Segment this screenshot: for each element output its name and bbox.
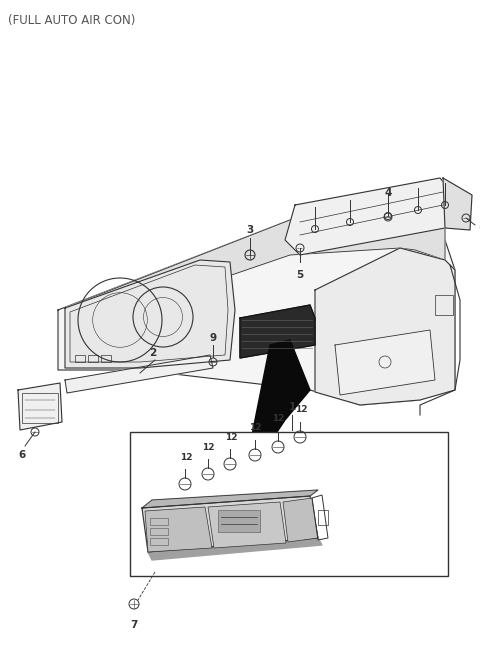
Text: 1: 1 xyxy=(288,402,296,412)
Polygon shape xyxy=(208,502,286,548)
Polygon shape xyxy=(335,330,435,395)
Polygon shape xyxy=(285,178,470,255)
Text: 9: 9 xyxy=(209,333,216,343)
Bar xyxy=(130,432,448,576)
Polygon shape xyxy=(65,355,213,393)
Polygon shape xyxy=(65,208,445,308)
Bar xyxy=(435,295,453,315)
Text: 12: 12 xyxy=(249,423,262,432)
Text: 12: 12 xyxy=(180,453,192,462)
Text: 12: 12 xyxy=(225,433,238,442)
Text: 7: 7 xyxy=(130,620,138,630)
Text: 12: 12 xyxy=(272,414,285,423)
Polygon shape xyxy=(148,538,322,560)
Bar xyxy=(150,538,168,545)
Polygon shape xyxy=(240,305,315,358)
Bar xyxy=(150,528,168,535)
Text: 12: 12 xyxy=(295,405,308,414)
Bar xyxy=(75,355,85,362)
Text: (FULL AUTO AIR CON): (FULL AUTO AIR CON) xyxy=(8,14,135,27)
Polygon shape xyxy=(142,490,318,508)
Bar xyxy=(150,518,168,525)
Text: 5: 5 xyxy=(478,221,480,231)
Text: 4: 4 xyxy=(384,188,392,198)
Polygon shape xyxy=(315,248,455,405)
Bar xyxy=(101,355,111,362)
Text: 3: 3 xyxy=(246,225,253,235)
Polygon shape xyxy=(65,260,235,368)
Bar xyxy=(218,510,260,532)
Bar xyxy=(88,355,98,362)
Polygon shape xyxy=(18,383,62,430)
Polygon shape xyxy=(145,507,212,552)
Bar xyxy=(22,393,58,423)
Text: 6: 6 xyxy=(18,450,25,460)
Text: 12: 12 xyxy=(202,443,215,452)
Polygon shape xyxy=(58,210,455,405)
Bar xyxy=(318,510,328,525)
Text: 5: 5 xyxy=(296,270,304,280)
Polygon shape xyxy=(142,496,318,552)
Polygon shape xyxy=(443,178,472,230)
Text: 2: 2 xyxy=(149,348,156,358)
Polygon shape xyxy=(250,340,310,450)
Polygon shape xyxy=(283,498,318,542)
